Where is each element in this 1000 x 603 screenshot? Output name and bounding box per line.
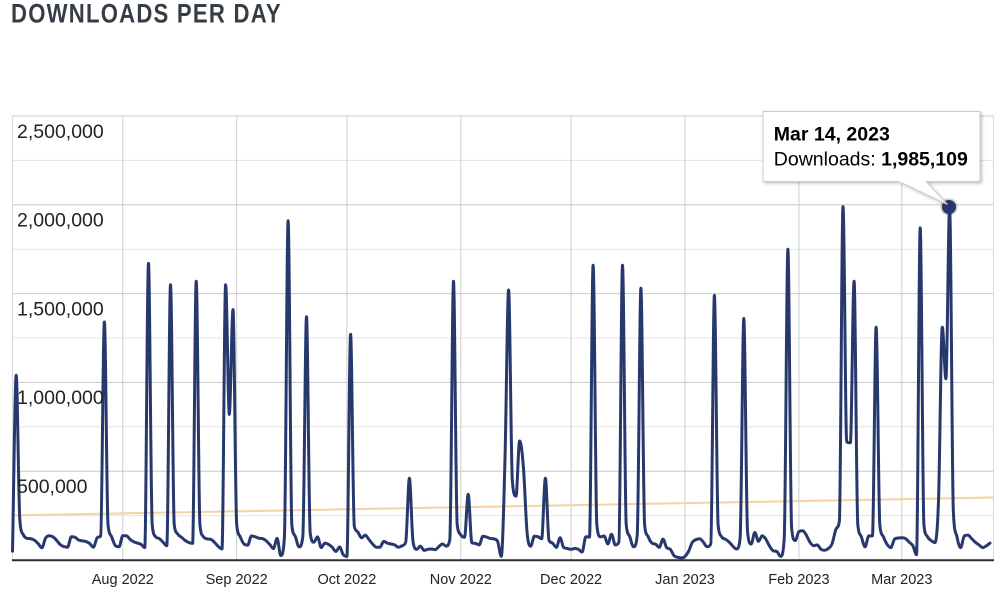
svg-text:Mar 14, 2023: Mar 14, 2023 — [774, 124, 890, 146]
svg-text:Nov 2022: Nov 2022 — [430, 572, 492, 588]
svg-text:Mar 2023: Mar 2023 — [871, 572, 932, 588]
svg-text:500,000: 500,000 — [17, 476, 88, 498]
svg-text:Oct 2022: Oct 2022 — [317, 572, 376, 588]
svg-text:Dec 2022: Dec 2022 — [540, 572, 602, 588]
svg-text:Sep 2022: Sep 2022 — [206, 572, 268, 588]
svg-text:2,000,000: 2,000,000 — [17, 210, 104, 232]
svg-text:Downloads: 1,985,109: Downloads: 1,985,109 — [774, 149, 968, 171]
svg-text:Jan 2023: Jan 2023 — [655, 572, 715, 588]
svg-text:Feb 2023: Feb 2023 — [768, 572, 829, 588]
svg-text:DOWNLOADS PER DAY: DOWNLOADS PER DAY — [11, 0, 282, 29]
svg-text:1,000,000: 1,000,000 — [17, 387, 104, 409]
svg-text:Aug 2022: Aug 2022 — [92, 572, 154, 588]
svg-text:1,500,000: 1,500,000 — [17, 298, 104, 320]
svg-text:2,500,000: 2,500,000 — [17, 121, 104, 143]
